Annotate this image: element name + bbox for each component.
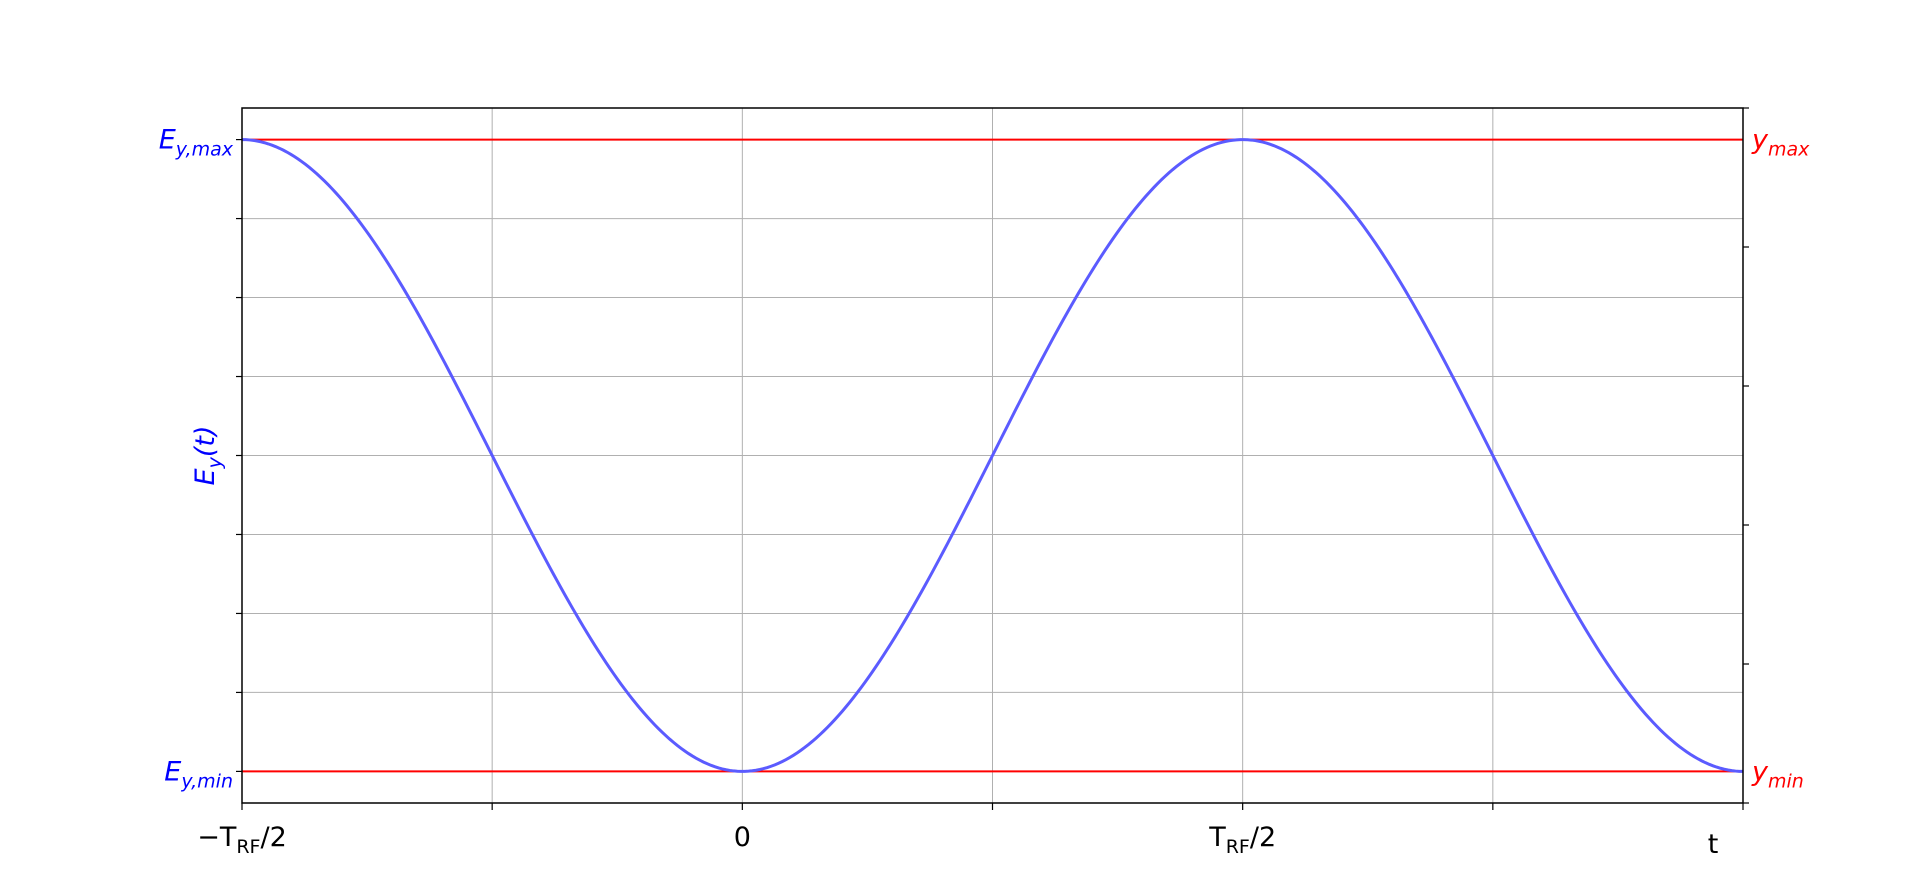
tick-marks [236, 107, 1749, 810]
x-axis-label: t [1708, 829, 1719, 860]
x-tick-label: 0 [734, 822, 751, 853]
left-axis-bottom-label: Ey,min [164, 756, 233, 792]
right-axis-top-label: ymax [1751, 125, 1810, 161]
series-line [241, 138, 1744, 773]
reference-lines [242, 138, 1743, 773]
y-axis-label: Ey(t) [190, 426, 226, 486]
tick-labels: −TRF/2 0 TRF/2 t Ey,max Ey,min ymax ymin Ey(t) [159, 125, 1810, 860]
left-axis-top-label: Ey,max [159, 125, 234, 161]
x-tick-label: TRF/2 [1208, 822, 1276, 858]
x-tick-label: −TRF/2 [197, 822, 287, 858]
right-axis-bottom-label: ymin [1751, 756, 1804, 792]
